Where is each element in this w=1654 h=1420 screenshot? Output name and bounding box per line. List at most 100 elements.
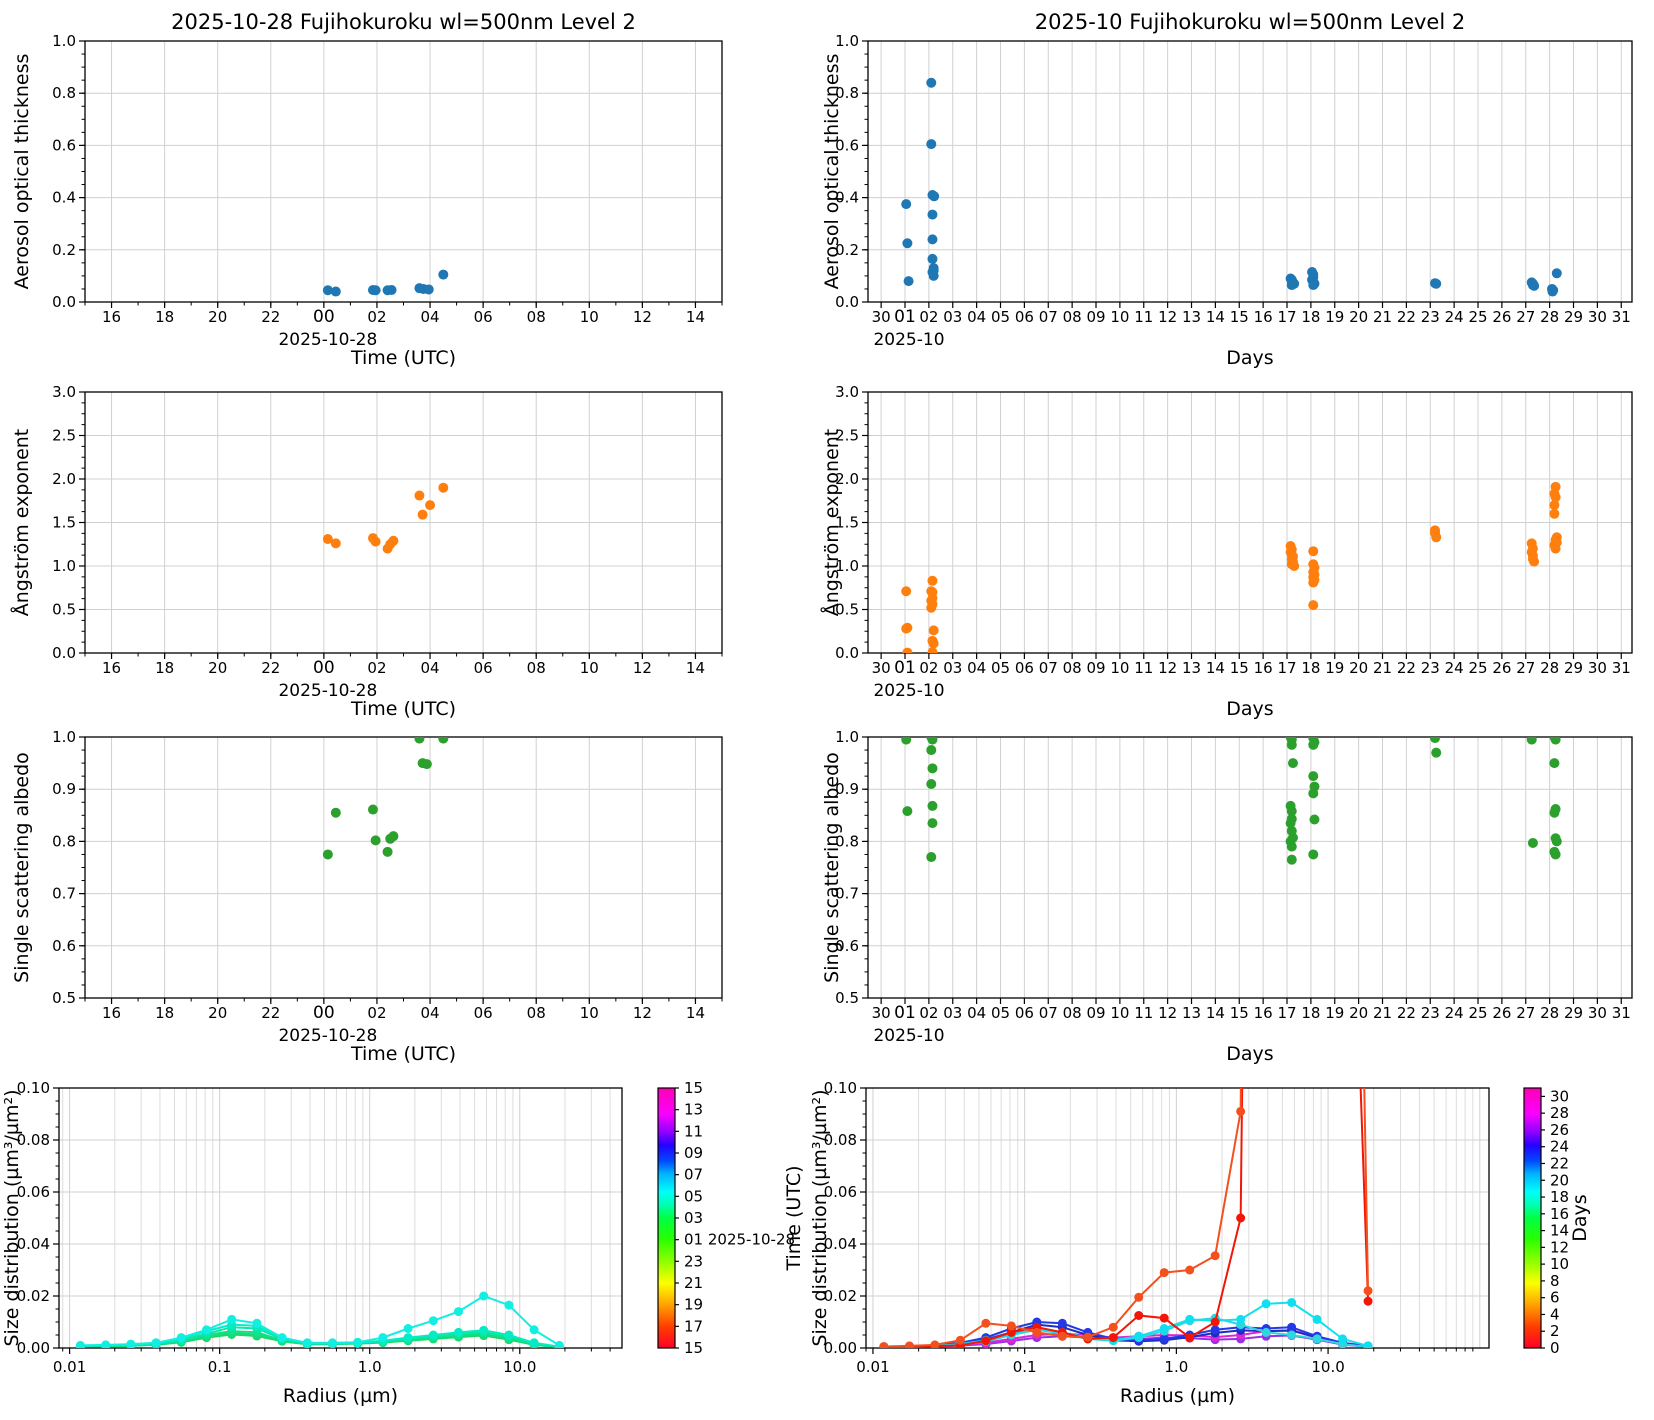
svg-text:02: 02 bbox=[919, 659, 938, 677]
svg-text:11: 11 bbox=[1134, 1004, 1153, 1022]
svg-text:0.7: 0.7 bbox=[52, 885, 76, 903]
svg-text:22: 22 bbox=[261, 308, 280, 326]
ssa-monthly-point bbox=[927, 800, 938, 811]
svg-text:03: 03 bbox=[684, 1209, 703, 1227]
aot-monthly-point bbox=[926, 139, 937, 150]
svg-text:14: 14 bbox=[1206, 659, 1225, 677]
svg-text:24: 24 bbox=[1445, 1004, 1464, 1022]
ssa-monthly-point bbox=[1308, 739, 1319, 750]
size-distribution-daily-point bbox=[277, 1333, 287, 1343]
aot-monthly-point bbox=[1286, 280, 1297, 291]
svg-text:13: 13 bbox=[1182, 308, 1201, 326]
svg-text:0.08: 0.08 bbox=[17, 1131, 50, 1149]
size-distribution-monthly-point bbox=[1363, 1341, 1373, 1348]
size-distribution-monthly-point bbox=[1185, 1314, 1195, 1324]
angstrom-monthly-point bbox=[1529, 556, 1540, 567]
svg-text:24: 24 bbox=[1550, 1138, 1569, 1156]
size-distribution-monthly-point bbox=[1083, 1332, 1093, 1342]
size-distribution-monthly-point bbox=[1134, 1331, 1144, 1341]
svg-text:Single scattering albedo: Single scattering albedo bbox=[821, 752, 843, 983]
ssa-monthly-point bbox=[1308, 771, 1319, 782]
size-distribution-daily-point bbox=[428, 1330, 438, 1340]
svg-text:04: 04 bbox=[420, 659, 439, 677]
svg-text:03: 03 bbox=[943, 308, 962, 326]
svg-text:03: 03 bbox=[943, 1004, 962, 1022]
svg-text:29: 29 bbox=[1564, 308, 1583, 326]
svg-text:00: 00 bbox=[313, 307, 335, 327]
svg-text:26: 26 bbox=[1492, 659, 1511, 677]
svg-text:1.0: 1.0 bbox=[358, 1358, 382, 1376]
svg-text:19: 19 bbox=[684, 1296, 703, 1314]
size-distribution-monthly-point bbox=[1032, 1327, 1042, 1337]
svg-text:01: 01 bbox=[894, 658, 916, 678]
ssa-monthly-point bbox=[1286, 739, 1297, 750]
svg-text:18: 18 bbox=[155, 1004, 174, 1022]
svg-text:Days: Days bbox=[1226, 1043, 1273, 1065]
size-distribution-monthly-point bbox=[1363, 1286, 1373, 1296]
svg-text:15: 15 bbox=[1230, 308, 1249, 326]
angstrom-daily-point bbox=[388, 535, 399, 546]
svg-text:0.0: 0.0 bbox=[52, 644, 76, 662]
svg-text:11: 11 bbox=[1134, 659, 1153, 677]
svg-text:8: 8 bbox=[1550, 1272, 1560, 1290]
svg-text:10: 10 bbox=[580, 308, 599, 326]
svg-text:17: 17 bbox=[684, 1317, 703, 1335]
svg-text:07: 07 bbox=[1039, 659, 1058, 677]
angstrom-monthly-point bbox=[1549, 500, 1560, 511]
svg-text:01: 01 bbox=[894, 1003, 916, 1023]
size-distribution-monthly-series-day-02 bbox=[879, 1088, 1373, 1348]
svg-text:0.2: 0.2 bbox=[52, 241, 76, 259]
aot-daily-point bbox=[386, 284, 397, 295]
svg-text:0.8: 0.8 bbox=[52, 832, 76, 850]
svg-text:02: 02 bbox=[919, 308, 938, 326]
svg-text:0.6: 0.6 bbox=[52, 136, 76, 154]
aot-monthly-point bbox=[926, 77, 937, 88]
size-distribution-monthly-point bbox=[1338, 1334, 1348, 1344]
svg-text:0.4: 0.4 bbox=[52, 189, 76, 207]
angstrom-monthly-point bbox=[1431, 532, 1442, 543]
svg-text:20: 20 bbox=[1349, 659, 1368, 677]
svg-text:10.0: 10.0 bbox=[503, 1358, 536, 1376]
size-distribution-daily-point bbox=[75, 1340, 85, 1348]
size-distribution-monthly-point bbox=[981, 1318, 991, 1328]
svg-text:06: 06 bbox=[474, 659, 493, 677]
size-distribution-daily-point bbox=[479, 1291, 489, 1301]
size-distribution-monthly-point bbox=[1261, 1299, 1271, 1309]
angstrom-daily-point bbox=[438, 482, 449, 493]
svg-text:16: 16 bbox=[1254, 308, 1273, 326]
svg-text:0.8: 0.8 bbox=[835, 84, 859, 102]
svg-text:26: 26 bbox=[1492, 308, 1511, 326]
svg-text:31: 31 bbox=[1612, 659, 1631, 677]
size-distribution-daily-point bbox=[529, 1338, 539, 1348]
aot-monthly-point bbox=[927, 209, 938, 220]
ssa-monthly-point bbox=[926, 745, 937, 756]
svg-text:Days: Days bbox=[1226, 347, 1273, 369]
svg-text:0.08: 0.08 bbox=[824, 1131, 857, 1149]
svg-text:22: 22 bbox=[1397, 659, 1416, 677]
svg-text:20: 20 bbox=[208, 1004, 227, 1022]
aot-monthly-point bbox=[1547, 286, 1558, 297]
svg-text:0.6: 0.6 bbox=[835, 136, 859, 154]
svg-text:0.04: 0.04 bbox=[17, 1235, 50, 1253]
svg-text:22: 22 bbox=[1397, 1004, 1416, 1022]
svg-text:Days: Days bbox=[1569, 1194, 1591, 1241]
svg-text:0: 0 bbox=[1550, 1339, 1560, 1357]
angstrom-monthly-point bbox=[902, 647, 913, 653]
size-distribution-daily-point bbox=[151, 1338, 161, 1348]
svg-text:28: 28 bbox=[1550, 1104, 1569, 1122]
svg-text:16: 16 bbox=[1550, 1205, 1569, 1223]
size-distribution-monthly-point bbox=[1210, 1325, 1220, 1335]
ssa-monthly-series-ssa bbox=[901, 737, 1562, 865]
size-distribution-monthly-point bbox=[1185, 1333, 1195, 1343]
svg-text:00: 00 bbox=[313, 1003, 335, 1023]
svg-text:14: 14 bbox=[686, 659, 705, 677]
svg-text:0.10: 0.10 bbox=[824, 1079, 857, 1097]
ssa-daily-point bbox=[421, 759, 432, 770]
svg-text:2.5: 2.5 bbox=[835, 427, 859, 445]
angstrom-monthly-point bbox=[1289, 561, 1300, 571]
size-distribution-daily-point bbox=[252, 1318, 262, 1328]
size-distribution-daily: 0.01 0.1 1.0 10.0 0.00 0.02 0.04 0.06 0.08 0.10 Ra… bbox=[1, 1079, 623, 1407]
ssa-monthly-point bbox=[1285, 818, 1296, 829]
svg-text:27: 27 bbox=[1516, 659, 1535, 677]
size-distribution-monthly-point bbox=[930, 1340, 940, 1348]
